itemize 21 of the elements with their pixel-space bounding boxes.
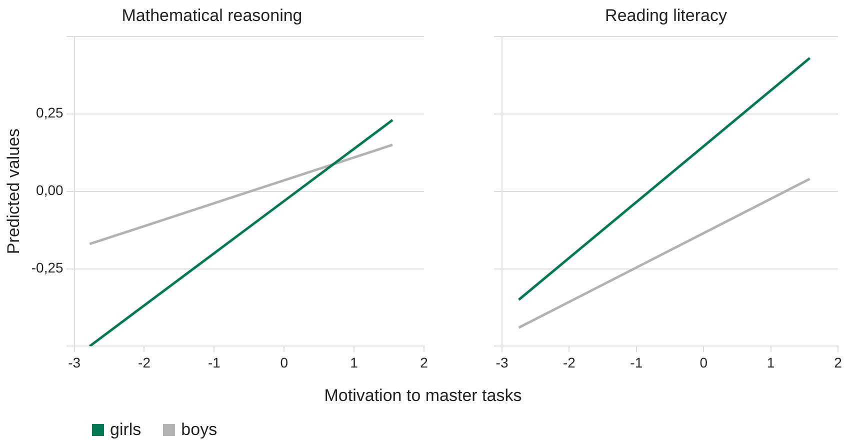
x-tick-label: 2 xyxy=(834,354,842,370)
y-tick-label: 0,00 xyxy=(36,182,64,198)
x-tick-label: 0 xyxy=(700,354,708,370)
x-tick-label: -2 xyxy=(138,354,151,370)
x-tick-label: -3 xyxy=(496,354,508,370)
x-tick-label: -1 xyxy=(208,354,221,370)
x-tick-label: 0 xyxy=(280,354,288,370)
x-tick-label: -1 xyxy=(630,354,643,370)
x-tick-label: 2 xyxy=(420,354,428,370)
legend-label: girls xyxy=(109,420,142,440)
chart-title: Reading literacy xyxy=(605,6,728,25)
x-tick-label: 1 xyxy=(766,354,775,370)
x-tick-label: -3 xyxy=(68,354,81,370)
x-axis-title: Motivation to master tasks xyxy=(323,386,523,406)
y-tick-label: -0,25 xyxy=(31,260,64,276)
y-axis-title: Predicted values xyxy=(4,128,23,254)
legend-label: boys xyxy=(180,420,218,440)
x-tick-label: 1 xyxy=(350,354,358,370)
chart-title: Mathematical reasoning xyxy=(122,6,302,25)
x-tick-label: -2 xyxy=(562,354,576,370)
y-tick-label: 0,25 xyxy=(36,104,64,121)
